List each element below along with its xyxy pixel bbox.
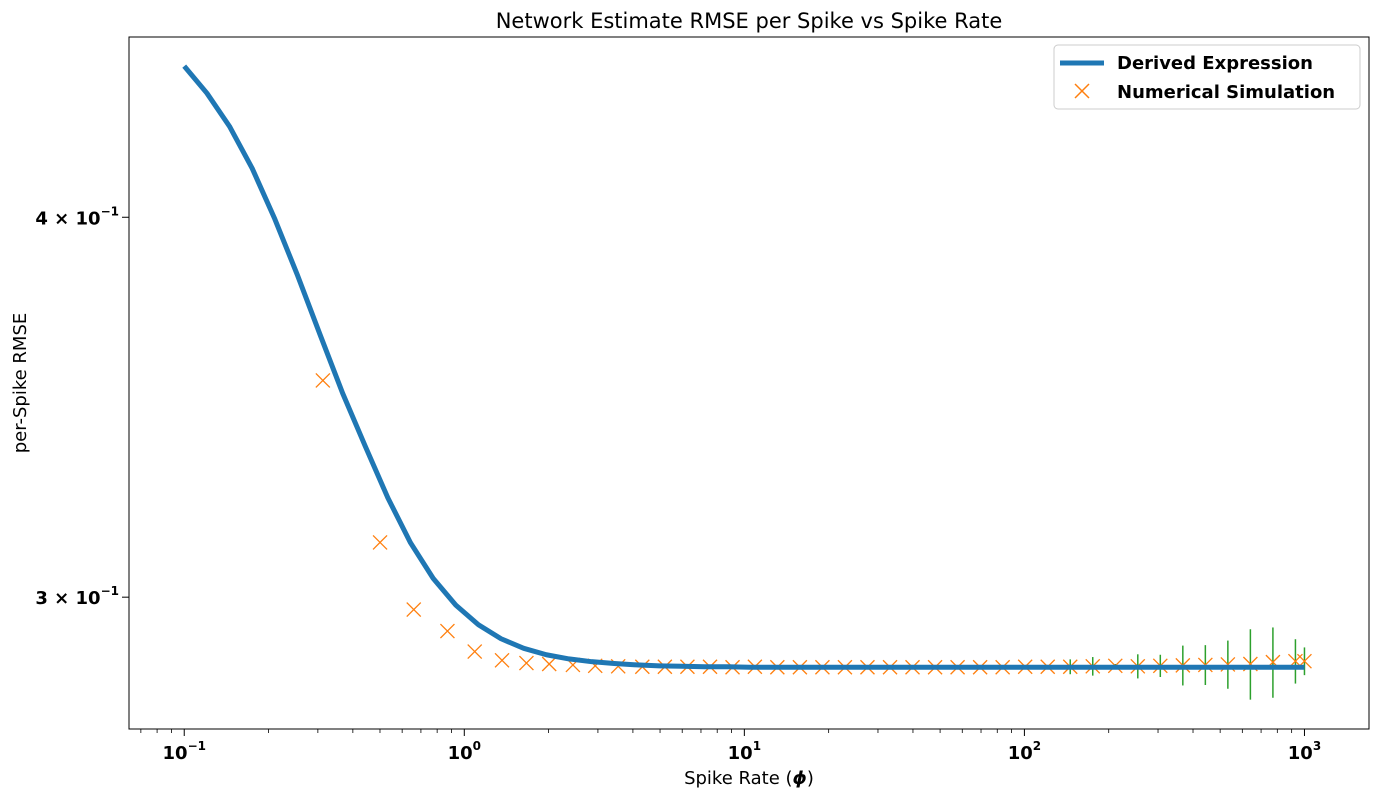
y-axis-label: per-Spike RMSE	[10, 313, 31, 454]
legend: Derived Expression Numerical Simulation	[1053, 44, 1361, 110]
scatter-point	[372, 534, 388, 550]
legend-label-derived-expression: Derived Expression	[1117, 53, 1313, 74]
x-tick-label: 101	[728, 739, 761, 764]
x-tick-label: 10−1	[163, 739, 206, 764]
legend-swatch-numerical-simulation	[1074, 83, 1090, 99]
scatter-point	[439, 623, 455, 639]
plot-frame	[128, 36, 1370, 730]
x-axis-label: Spike Rate (ϕ)	[684, 768, 814, 789]
chart-title: Network Estimate RMSE per Spike vs Spike…	[496, 9, 1003, 33]
y-tick-label: 4 × 10−1	[35, 204, 119, 229]
scatter-point	[467, 644, 483, 660]
y-tick-label: 3 × 10−1	[35, 584, 119, 609]
x-tick-label: 102	[1008, 739, 1041, 764]
scatter-markers	[315, 373, 1312, 675]
legend-label-numerical-simulation: Numerical Simulation	[1117, 82, 1335, 103]
x-axis-ticks: 10−1 100 101 102 103	[140, 729, 1321, 764]
scatter-point	[406, 602, 422, 618]
legend-frame	[1053, 44, 1361, 110]
y-axis-ticks: 3 × 10−1 4 × 10−1	[35, 204, 129, 609]
x-tick-label: 100	[448, 739, 481, 764]
scatter-point	[315, 373, 331, 388]
x-tick-label: 103	[1288, 739, 1321, 764]
scatter-point	[518, 655, 534, 671]
scatter-point	[541, 656, 557, 672]
scatter-point	[494, 652, 510, 668]
series-line-derived-expression	[182, 64, 1305, 670]
